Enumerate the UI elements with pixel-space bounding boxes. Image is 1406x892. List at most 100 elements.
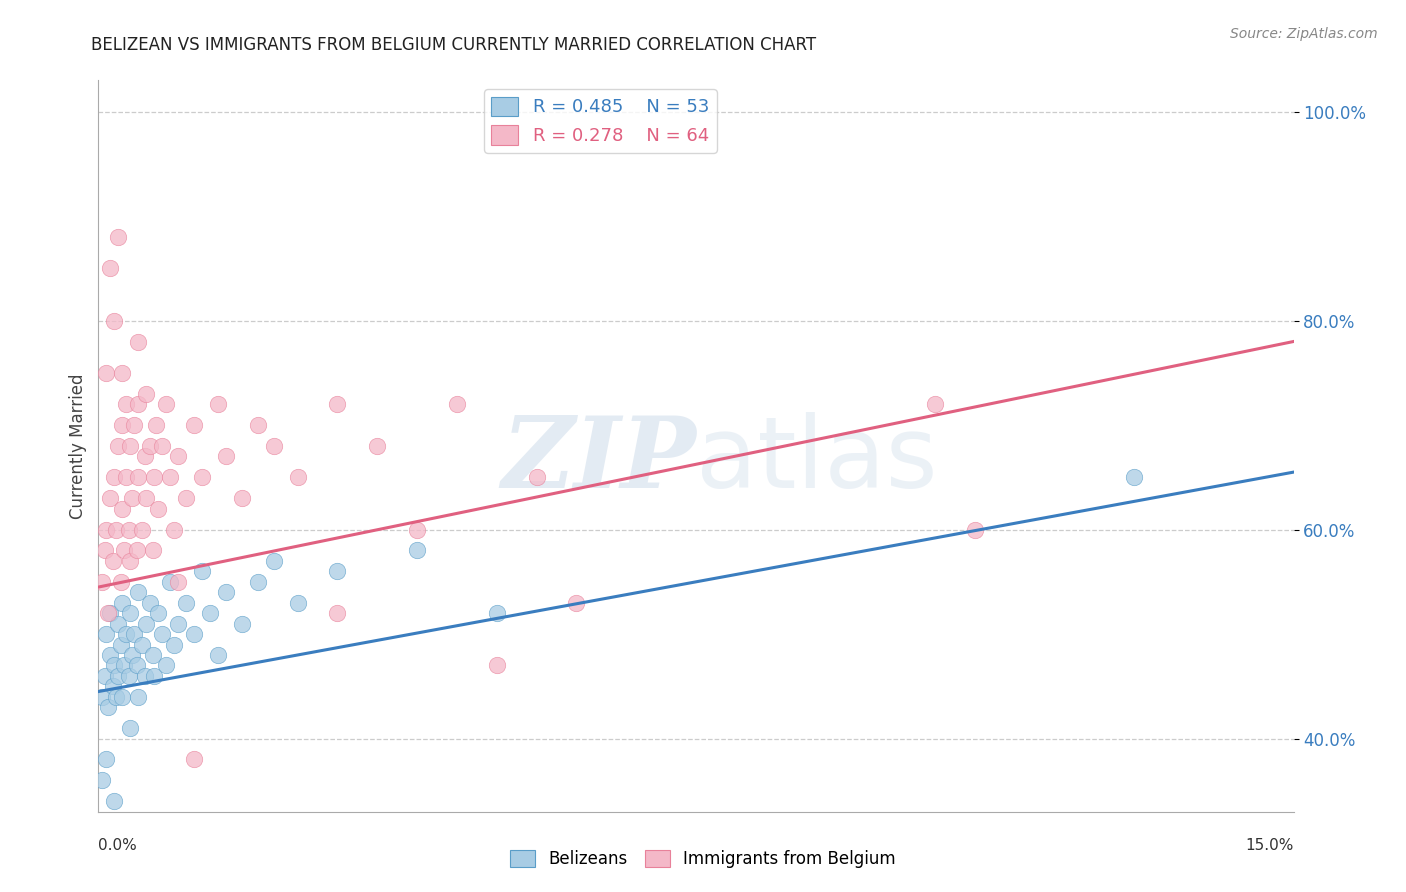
Point bbox=[231, 616, 253, 631]
Point bbox=[406, 543, 429, 558]
Point bbox=[174, 596, 197, 610]
Point bbox=[287, 596, 309, 610]
Point bbox=[103, 313, 125, 327]
Point bbox=[121, 648, 143, 662]
Point bbox=[98, 648, 122, 662]
Point bbox=[167, 574, 190, 589]
Point bbox=[110, 574, 132, 589]
Point bbox=[135, 616, 157, 631]
Point bbox=[98, 261, 122, 276]
Point bbox=[91, 690, 114, 704]
Point bbox=[112, 658, 135, 673]
Point bbox=[115, 470, 138, 484]
Point bbox=[183, 627, 205, 641]
Point bbox=[198, 606, 221, 620]
Point bbox=[97, 700, 120, 714]
Point bbox=[120, 606, 142, 620]
Point bbox=[148, 501, 170, 516]
Point bbox=[111, 366, 134, 380]
Point bbox=[135, 491, 157, 506]
Point bbox=[142, 648, 165, 662]
Point bbox=[112, 543, 135, 558]
Point bbox=[150, 627, 173, 641]
Point bbox=[167, 616, 190, 631]
Point bbox=[96, 523, 118, 537]
Point bbox=[118, 523, 141, 537]
Point bbox=[124, 418, 146, 433]
Point bbox=[110, 638, 132, 652]
Point bbox=[103, 658, 125, 673]
Point bbox=[183, 418, 205, 433]
Point bbox=[101, 679, 124, 693]
Point bbox=[120, 554, 142, 568]
Point bbox=[111, 596, 134, 610]
Point bbox=[127, 334, 149, 349]
Point bbox=[107, 669, 129, 683]
Point bbox=[263, 554, 285, 568]
Point bbox=[120, 721, 142, 735]
Point bbox=[111, 690, 134, 704]
Point bbox=[326, 565, 349, 579]
Point bbox=[155, 397, 177, 411]
Point bbox=[231, 491, 253, 506]
Point bbox=[98, 491, 122, 506]
Point bbox=[120, 439, 142, 453]
Point bbox=[103, 794, 125, 808]
Point bbox=[127, 470, 149, 484]
Point bbox=[326, 397, 349, 411]
Point bbox=[94, 669, 117, 683]
Text: ZIP: ZIP bbox=[501, 412, 696, 508]
Point bbox=[101, 554, 124, 568]
Point bbox=[207, 648, 229, 662]
Point bbox=[107, 616, 129, 631]
Point bbox=[145, 418, 167, 433]
Point bbox=[446, 397, 468, 411]
Point bbox=[115, 397, 138, 411]
Point bbox=[111, 418, 134, 433]
Point bbox=[115, 627, 138, 641]
Point bbox=[131, 523, 153, 537]
Point bbox=[143, 470, 166, 484]
Point bbox=[96, 366, 118, 380]
Point bbox=[963, 523, 986, 537]
Point bbox=[143, 669, 166, 683]
Point bbox=[118, 669, 141, 683]
Point bbox=[135, 386, 157, 401]
Point bbox=[134, 450, 156, 464]
Point bbox=[91, 574, 114, 589]
Point bbox=[246, 418, 269, 433]
Text: BELIZEAN VS IMMIGRANTS FROM BELGIUM CURRENTLY MARRIED CORRELATION CHART: BELIZEAN VS IMMIGRANTS FROM BELGIUM CURR… bbox=[91, 36, 817, 54]
Point bbox=[142, 543, 165, 558]
Point bbox=[139, 596, 162, 610]
Point bbox=[159, 470, 181, 484]
Point bbox=[96, 627, 118, 641]
Point bbox=[1123, 470, 1146, 484]
Point bbox=[107, 230, 129, 244]
Point bbox=[111, 501, 134, 516]
Point bbox=[155, 658, 177, 673]
Point bbox=[263, 439, 285, 453]
Point bbox=[127, 690, 149, 704]
Text: 15.0%: 15.0% bbox=[1246, 838, 1294, 853]
Point bbox=[107, 439, 129, 453]
Y-axis label: Currently Married: Currently Married bbox=[69, 373, 87, 519]
Point bbox=[485, 658, 508, 673]
Point bbox=[125, 658, 148, 673]
Point bbox=[163, 638, 186, 652]
Legend: R = 0.485    N = 53, R = 0.278    N = 64: R = 0.485 N = 53, R = 0.278 N = 64 bbox=[484, 89, 717, 153]
Point bbox=[148, 606, 170, 620]
Point bbox=[139, 439, 162, 453]
Point bbox=[127, 397, 149, 411]
Point bbox=[121, 491, 143, 506]
Point bbox=[131, 638, 153, 652]
Point bbox=[125, 543, 148, 558]
Point bbox=[97, 606, 120, 620]
Point bbox=[91, 773, 114, 788]
Point bbox=[174, 491, 197, 506]
Point bbox=[406, 523, 429, 537]
Point bbox=[366, 439, 388, 453]
Point bbox=[104, 690, 127, 704]
Point bbox=[104, 523, 127, 537]
Point bbox=[191, 565, 214, 579]
Point bbox=[246, 574, 269, 589]
